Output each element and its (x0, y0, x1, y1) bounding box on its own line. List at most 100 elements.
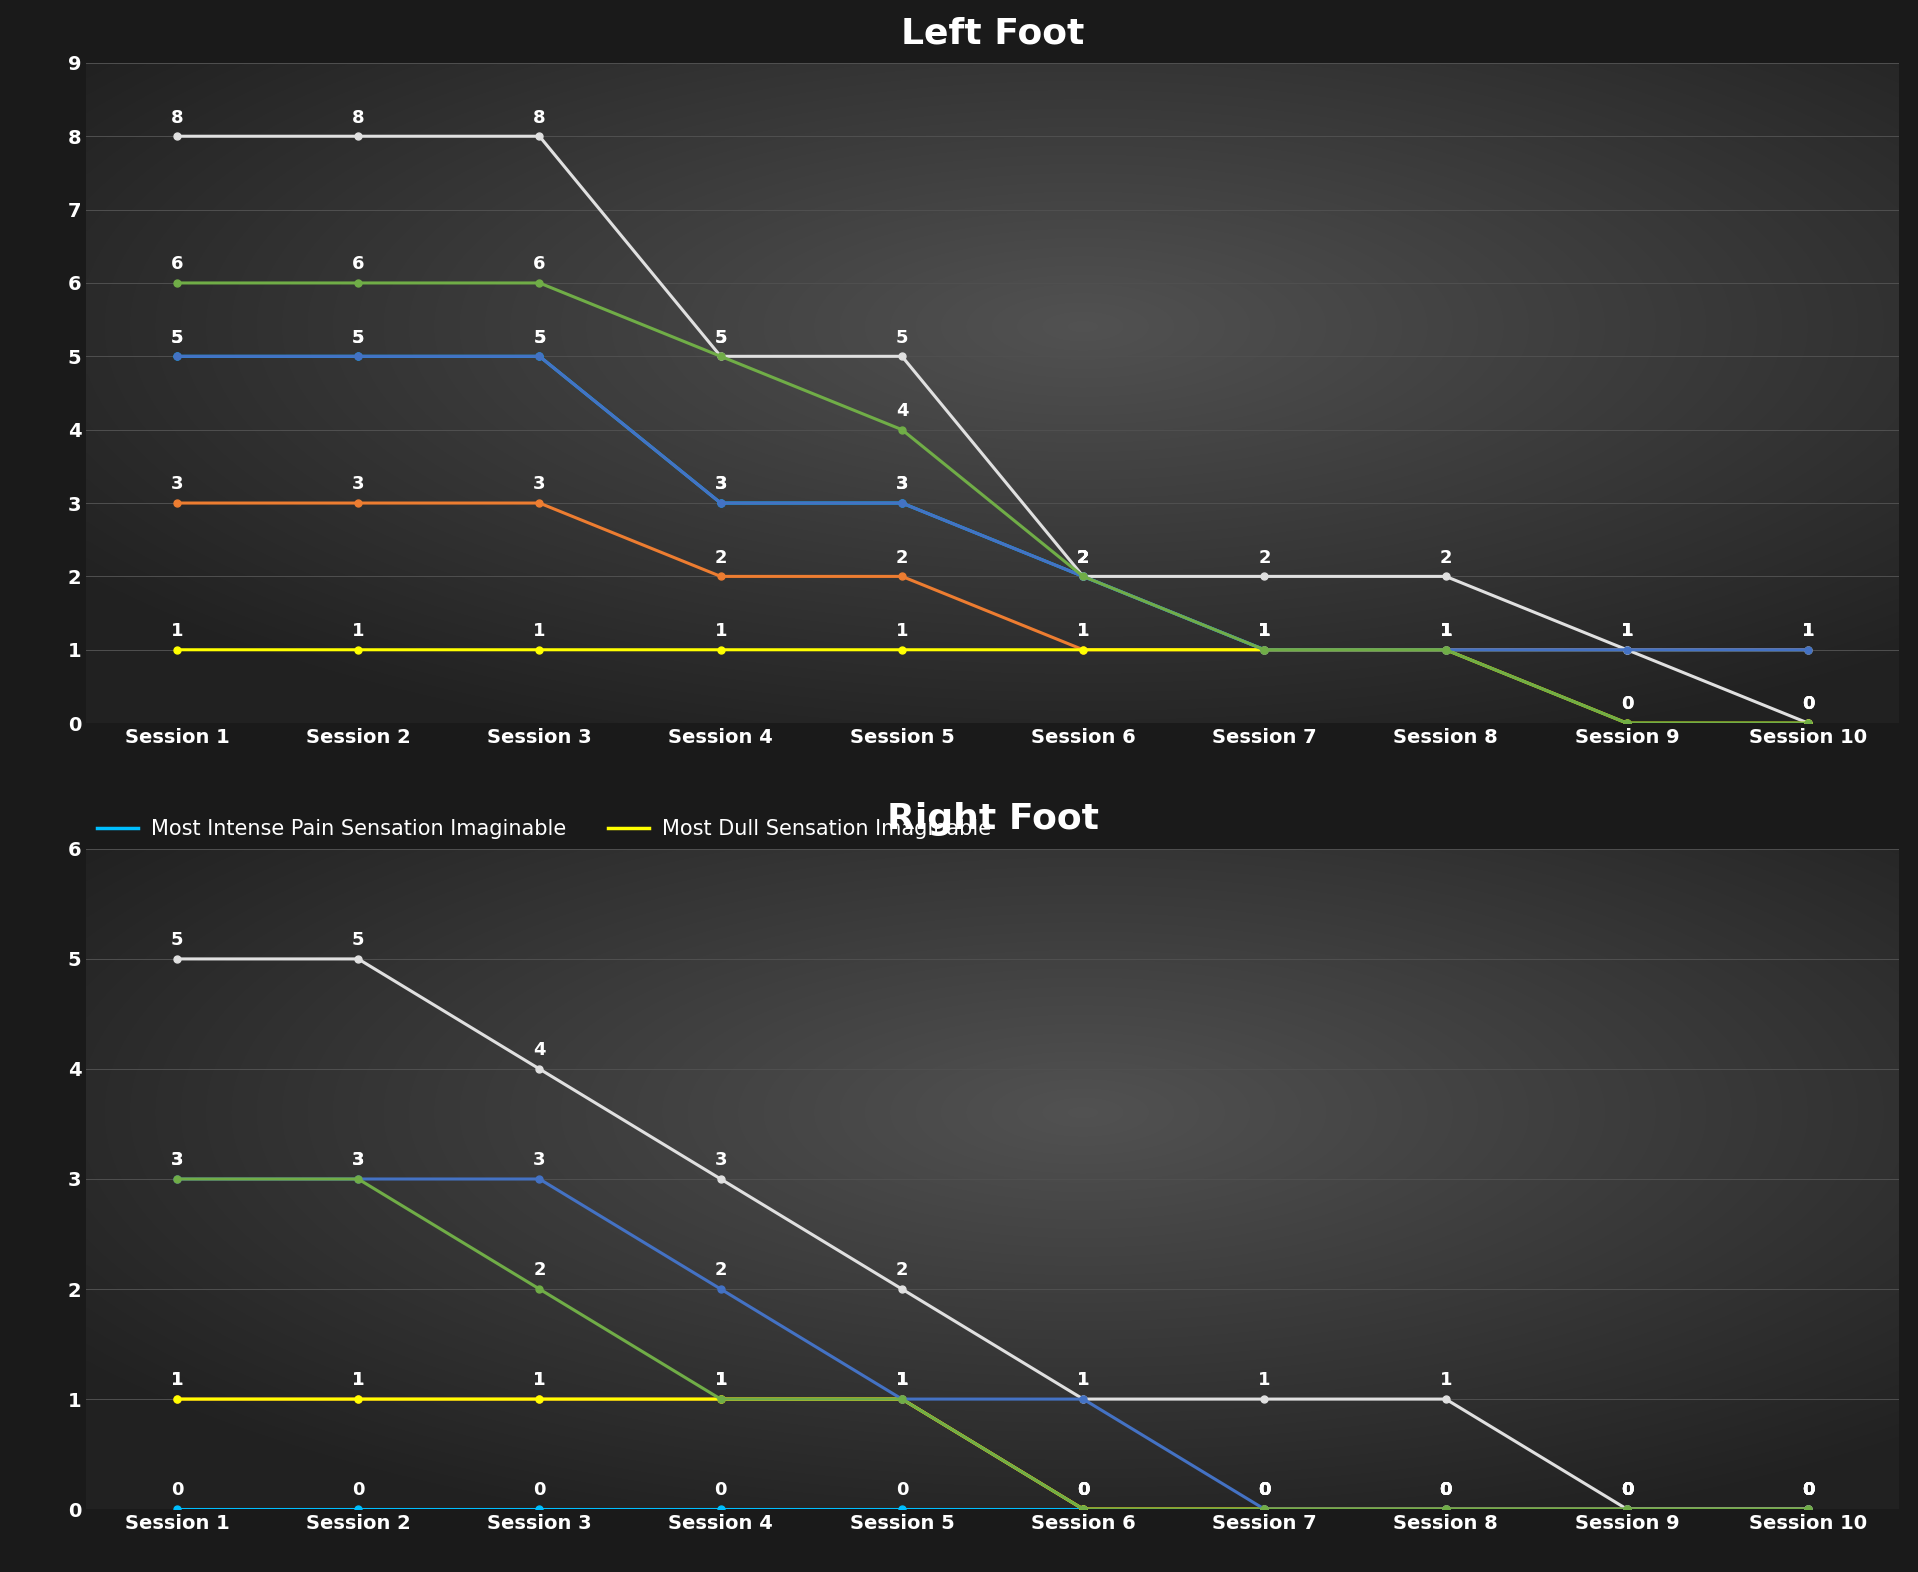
Text: 1: 1 (171, 623, 184, 640)
Text: 5: 5 (351, 329, 364, 346)
Text: 3: 3 (351, 1151, 364, 1170)
Text: 5: 5 (896, 329, 909, 346)
Text: 0: 0 (1076, 1481, 1089, 1500)
Text: 1: 1 (533, 1371, 547, 1390)
Text: 0: 0 (1801, 695, 1814, 714)
Text: 2: 2 (1076, 549, 1089, 566)
Text: 0: 0 (1076, 1481, 1089, 1500)
Text: 1: 1 (1076, 1371, 1089, 1390)
Text: 6: 6 (171, 255, 184, 274)
Title: Right Foot: Right Foot (886, 802, 1099, 836)
Text: 1: 1 (1438, 623, 1452, 640)
Text: 0: 0 (1801, 1481, 1814, 1500)
Title: Left Foot: Left Foot (901, 16, 1084, 50)
Text: 4: 4 (896, 402, 909, 420)
Text: 5: 5 (171, 329, 184, 346)
Text: 1: 1 (351, 1371, 364, 1390)
Text: 8: 8 (171, 108, 184, 126)
Text: 2: 2 (713, 549, 727, 566)
Text: 1: 1 (1076, 623, 1089, 640)
Text: 0: 0 (171, 1481, 184, 1500)
Text: 4: 4 (533, 1041, 547, 1060)
Text: 2: 2 (713, 1261, 727, 1280)
Text: 0: 0 (1621, 695, 1634, 714)
Text: 6: 6 (533, 255, 547, 274)
Text: 1: 1 (351, 623, 364, 640)
Text: 2: 2 (1258, 549, 1272, 566)
Text: 3: 3 (713, 475, 727, 494)
Text: 5: 5 (533, 329, 547, 346)
Text: 1: 1 (1621, 623, 1634, 640)
Text: 1: 1 (896, 1371, 909, 1390)
Text: 1: 1 (896, 1371, 909, 1390)
Text: 0: 0 (1801, 1481, 1814, 1500)
Text: 0: 0 (1438, 1481, 1452, 1500)
Text: 1: 1 (1258, 623, 1272, 640)
Text: 0: 0 (1621, 1481, 1634, 1500)
Text: 0: 0 (1076, 1481, 1089, 1500)
Text: 5: 5 (171, 931, 184, 949)
Text: 1: 1 (1438, 623, 1452, 640)
Text: 0: 0 (1438, 1481, 1452, 1500)
Text: 1: 1 (713, 1371, 727, 1390)
Text: 5: 5 (533, 329, 547, 346)
Text: 0: 0 (1621, 1481, 1634, 1500)
Text: 0: 0 (1621, 1481, 1634, 1500)
Text: 0: 0 (351, 1481, 364, 1500)
Text: 5: 5 (713, 329, 727, 346)
Text: 0: 0 (1258, 1481, 1272, 1500)
Text: 1: 1 (713, 1371, 727, 1390)
Text: 2: 2 (896, 1261, 909, 1280)
Text: 3: 3 (533, 1151, 547, 1170)
Text: 5: 5 (351, 931, 364, 949)
Text: 3: 3 (533, 475, 547, 494)
Text: 0: 0 (1438, 1481, 1452, 1500)
Text: 1: 1 (1438, 623, 1452, 640)
Text: 1: 1 (1438, 623, 1452, 640)
Text: 1: 1 (1076, 1371, 1089, 1390)
Text: 2: 2 (1438, 549, 1452, 566)
Text: 2: 2 (1076, 549, 1089, 566)
Text: 0: 0 (1801, 1481, 1814, 1500)
Text: 1: 1 (1258, 623, 1272, 640)
Text: 0: 0 (533, 1481, 547, 1500)
Text: 3: 3 (351, 1151, 364, 1170)
Text: 1: 1 (896, 1371, 909, 1390)
Text: 1: 1 (533, 623, 547, 640)
Text: 0: 0 (1801, 695, 1814, 714)
Text: 0: 0 (1621, 1481, 1634, 1500)
Text: 1: 1 (1621, 623, 1634, 640)
Text: 0: 0 (1621, 1481, 1634, 1500)
Text: 0: 0 (1258, 1481, 1272, 1500)
Text: 0: 0 (1801, 1481, 1814, 1500)
Text: 2: 2 (896, 549, 909, 566)
Text: 1: 1 (171, 1371, 184, 1390)
Text: 3: 3 (713, 475, 727, 494)
Text: 0: 0 (1438, 1481, 1452, 1500)
Text: 0: 0 (1076, 1481, 1089, 1500)
Text: 1: 1 (1801, 623, 1814, 640)
Text: 2: 2 (1076, 549, 1089, 566)
Text: 1: 1 (351, 1371, 364, 1390)
Text: 1: 1 (1438, 1371, 1452, 1390)
Text: 1: 1 (713, 623, 727, 640)
Text: 1: 1 (1621, 623, 1634, 640)
Text: 0: 0 (713, 1481, 727, 1500)
Text: 0: 0 (1621, 695, 1634, 714)
Text: 0: 0 (1801, 1481, 1814, 1500)
Text: 2: 2 (533, 1261, 547, 1280)
Text: 0: 0 (1438, 1481, 1452, 1500)
Text: 5: 5 (171, 329, 184, 346)
Text: 3: 3 (896, 475, 909, 494)
Text: 0: 0 (1258, 1481, 1272, 1500)
Text: 8: 8 (533, 108, 547, 126)
Text: 1: 1 (713, 1371, 727, 1390)
Text: 1: 1 (1258, 1371, 1272, 1390)
Text: 1: 1 (1258, 623, 1272, 640)
Text: 2: 2 (1076, 549, 1089, 566)
Text: 0: 0 (1801, 695, 1814, 714)
Text: 0: 0 (1801, 1481, 1814, 1500)
Text: 3: 3 (351, 475, 364, 494)
Text: 3: 3 (896, 475, 909, 494)
Text: 1: 1 (1076, 623, 1089, 640)
